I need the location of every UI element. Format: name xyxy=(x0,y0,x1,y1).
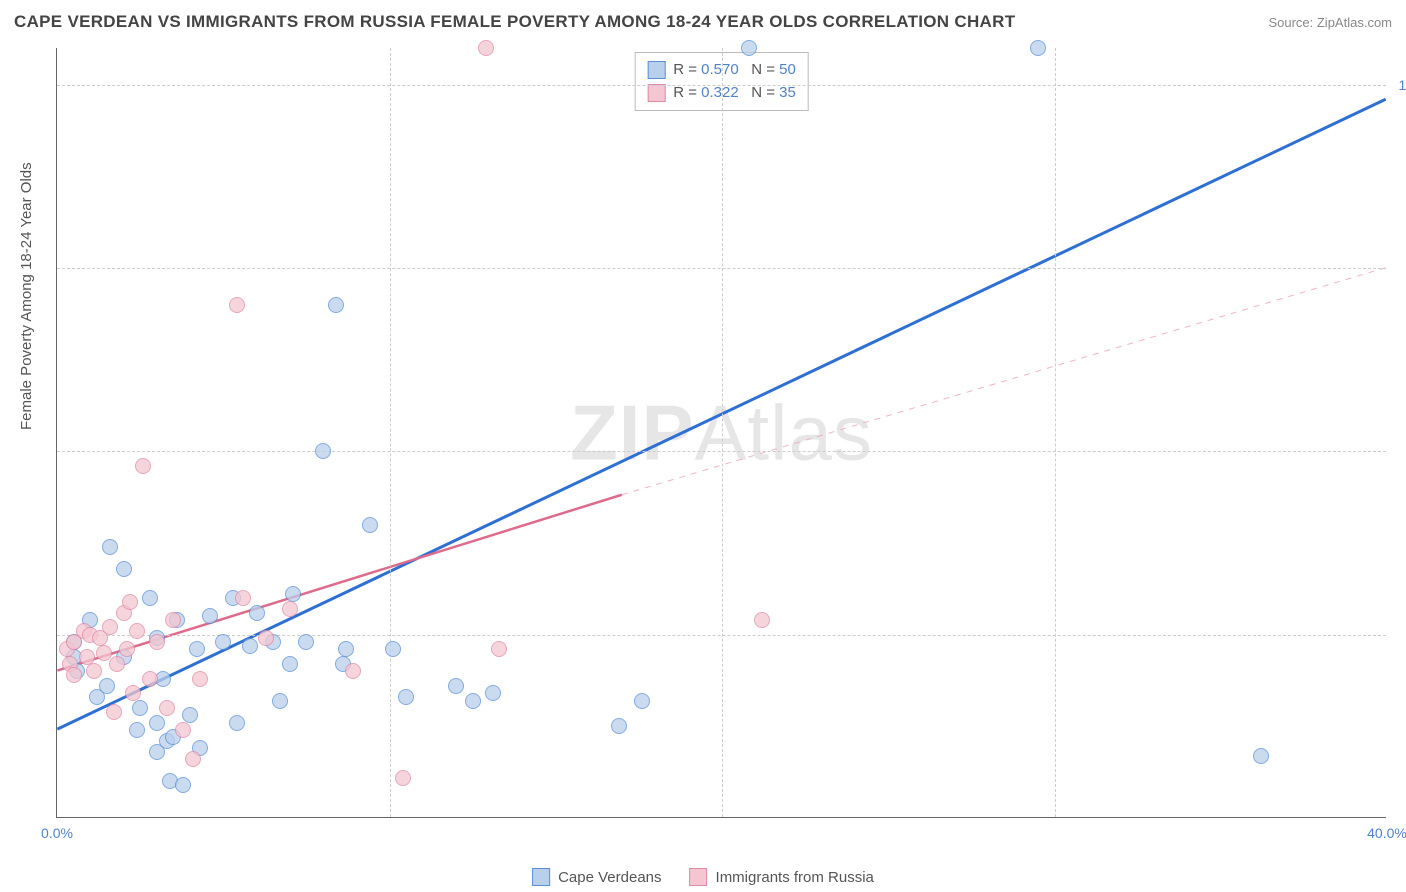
data-point-cape xyxy=(175,777,191,793)
legend-swatch-russia xyxy=(690,868,708,886)
data-point-russia xyxy=(159,700,175,716)
data-point-russia xyxy=(106,704,122,720)
data-point-cape xyxy=(634,693,650,709)
data-point-russia xyxy=(135,458,151,474)
data-point-cape xyxy=(298,634,314,650)
data-point-russia xyxy=(86,663,102,679)
data-point-russia xyxy=(129,623,145,639)
xtick-label: 40.0% xyxy=(1367,825,1406,841)
data-point-russia xyxy=(491,641,507,657)
data-point-russia xyxy=(175,722,191,738)
data-point-russia xyxy=(125,685,141,701)
data-point-cape xyxy=(741,40,757,56)
gridline-v xyxy=(722,48,723,817)
data-point-cape xyxy=(116,561,132,577)
gridline-v xyxy=(1055,48,1056,817)
legend-swatch-cape xyxy=(532,868,550,886)
legend-swatch-cape xyxy=(647,61,665,79)
ytick-label: 25.0% xyxy=(1391,627,1406,643)
data-point-cape xyxy=(398,689,414,705)
data-point-cape xyxy=(189,641,205,657)
data-point-cape xyxy=(132,700,148,716)
data-point-cape xyxy=(282,656,298,672)
legend-label: Immigrants from Russia xyxy=(716,869,874,886)
plot-area: ZIPAtlas R = 0.570 N = 50R = 0.322 N = 3… xyxy=(56,48,1386,818)
data-point-russia xyxy=(229,297,245,313)
legend-item-cape: Cape Verdeans xyxy=(532,868,661,886)
data-point-cape xyxy=(338,641,354,657)
ytick-label: 50.0% xyxy=(1391,443,1406,459)
data-point-russia xyxy=(149,634,165,650)
data-point-cape xyxy=(229,715,245,731)
xtick-label: 0.0% xyxy=(41,825,73,841)
data-point-russia xyxy=(478,40,494,56)
data-point-cape xyxy=(328,297,344,313)
chart-header: CAPE VERDEAN VS IMMIGRANTS FROM RUSSIA F… xyxy=(14,12,1392,32)
gridline-v xyxy=(390,48,391,817)
data-point-russia xyxy=(282,601,298,617)
data-point-russia xyxy=(395,770,411,786)
ytick-label: 100.0% xyxy=(1391,77,1406,93)
data-point-cape xyxy=(315,443,331,459)
data-point-russia xyxy=(258,630,274,646)
data-point-russia xyxy=(192,671,208,687)
data-point-russia xyxy=(79,649,95,665)
data-point-cape xyxy=(385,641,401,657)
data-point-cape xyxy=(485,685,501,701)
watermark-prefix: ZIP xyxy=(570,388,694,476)
ytick-label: 75.0% xyxy=(1391,260,1406,276)
data-point-russia xyxy=(754,612,770,628)
chart-title: CAPE VERDEAN VS IMMIGRANTS FROM RUSSIA F… xyxy=(14,12,1015,32)
chart-source: Source: ZipAtlas.com xyxy=(1268,15,1392,30)
data-point-russia xyxy=(142,671,158,687)
data-point-cape xyxy=(242,638,258,654)
data-point-cape xyxy=(362,517,378,533)
data-point-cape xyxy=(99,678,115,694)
data-point-cape xyxy=(1253,748,1269,764)
data-point-russia xyxy=(66,667,82,683)
data-point-cape xyxy=(102,539,118,555)
data-point-russia xyxy=(119,641,135,657)
data-point-russia xyxy=(109,656,125,672)
data-point-russia xyxy=(102,619,118,635)
data-point-russia xyxy=(345,663,361,679)
data-point-russia xyxy=(122,594,138,610)
data-point-cape xyxy=(285,586,301,602)
data-point-russia xyxy=(96,645,112,661)
trend-line xyxy=(622,268,1386,495)
data-point-cape xyxy=(202,608,218,624)
data-point-cape xyxy=(1030,40,1046,56)
legend-label: Cape Verdeans xyxy=(558,869,661,886)
data-point-cape xyxy=(182,707,198,723)
bottom-legend: Cape Verdeans Immigrants from Russia xyxy=(532,868,874,886)
data-point-cape xyxy=(129,722,145,738)
data-point-russia xyxy=(165,612,181,628)
data-point-cape xyxy=(465,693,481,709)
data-point-russia xyxy=(185,751,201,767)
data-point-russia xyxy=(235,590,251,606)
legend-swatch-russia xyxy=(647,84,665,102)
data-point-cape xyxy=(142,590,158,606)
data-point-cape xyxy=(272,693,288,709)
y-axis-label: Female Poverty Among 18-24 Year Olds xyxy=(18,162,35,430)
data-point-cape xyxy=(149,715,165,731)
data-point-cape xyxy=(215,634,231,650)
stats-text: R = 0.570 N = 50 xyxy=(673,59,796,82)
data-point-cape xyxy=(611,718,627,734)
data-point-cape xyxy=(448,678,464,694)
data-point-cape xyxy=(249,605,265,621)
legend-item-russia: Immigrants from Russia xyxy=(690,868,874,886)
